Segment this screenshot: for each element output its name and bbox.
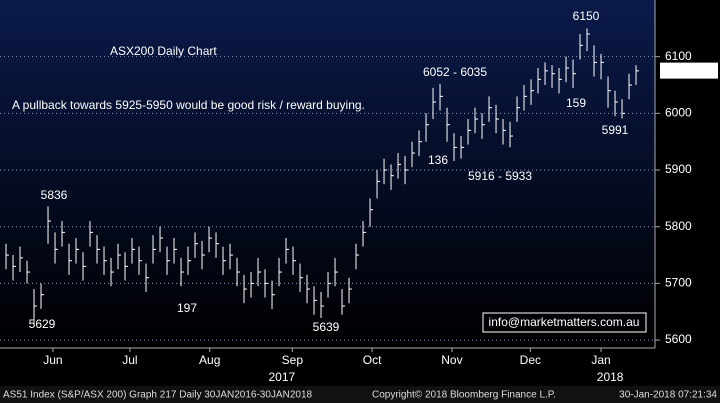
annotation: 5991 (602, 123, 629, 137)
annotation: 5629 (29, 317, 56, 331)
x-tick-label: Nov (441, 353, 462, 367)
footer-left: AS51 Index (S&P/ASX 200) Graph 217 Daily… (3, 390, 313, 401)
annotation: 5639 (313, 320, 340, 334)
annotation: 5836 (41, 188, 68, 202)
last-price-box (660, 62, 718, 79)
annotation: 159 (566, 96, 586, 110)
annotation: 136 (428, 153, 448, 167)
y-tick-label: 6000 (665, 106, 692, 120)
x-tick-label: Oct (363, 353, 382, 367)
chart-title: ASX200 Daily Chart (110, 44, 217, 58)
annotation: 5916 - 5933 (468, 169, 532, 183)
annotation: 197 (177, 301, 197, 315)
y-tick-label: 5600 (665, 332, 692, 346)
annotation: 6052 - 6035 (423, 65, 487, 79)
y-tick-label: 5800 (665, 219, 692, 233)
y-tick-label: 6100 (665, 49, 692, 63)
year-label: 2018 (597, 370, 624, 384)
plot-background (0, 0, 655, 348)
footer-right: 30-Jan-2018 07:21:34 (619, 390, 717, 401)
x-tick-label: Aug (199, 353, 220, 367)
x-tick-label: Jun (43, 353, 62, 367)
x-tick-label: Dec (520, 353, 541, 367)
x-tick-label: Sep (282, 353, 304, 367)
email-box (482, 312, 647, 333)
x-tick-label: Jul (122, 353, 137, 367)
annotation: A pullback towards 5925-5950 would be go… (12, 98, 365, 112)
last-price-label: 6075.409 (664, 63, 714, 77)
x-tick-label: Jan (591, 353, 610, 367)
y-tick-label: 5700 (665, 276, 692, 290)
x-axis-band (0, 348, 720, 385)
annotation: 6150 (573, 9, 600, 23)
y-tick-label: 5900 (665, 162, 692, 176)
footer-center: Copyright© 2018 Bloomberg Finance L.P. (372, 390, 556, 401)
email: info@marketmatters.com.au (489, 315, 640, 329)
year-label: 2017 (268, 370, 295, 384)
footer-bar (0, 386, 720, 403)
